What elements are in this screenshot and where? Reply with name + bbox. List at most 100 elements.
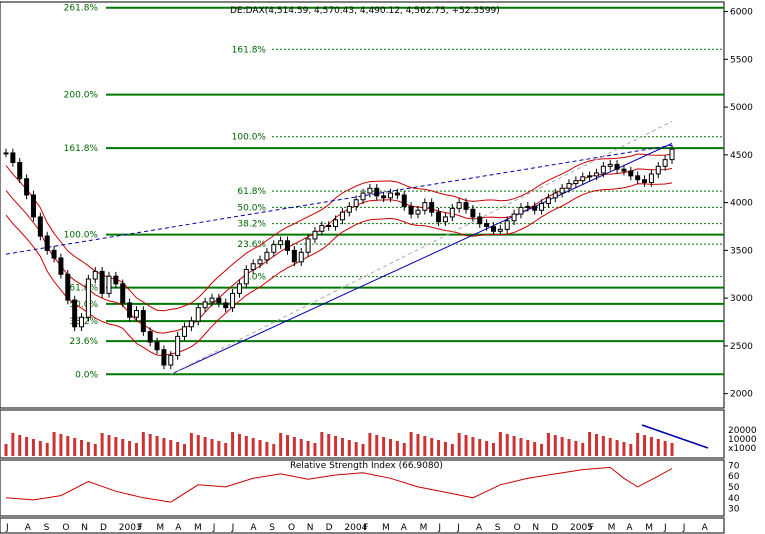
volume-bar bbox=[485, 441, 489, 456]
candle-body bbox=[99, 270, 105, 294]
date-tick-label: M bbox=[645, 523, 653, 533]
candle-body bbox=[532, 205, 538, 211]
date-axis-panel bbox=[0, 517, 725, 534]
fib2-level-label: 161.8% bbox=[232, 45, 267, 55]
candle-body bbox=[188, 320, 194, 328]
volume-bar bbox=[457, 433, 461, 456]
candle-body bbox=[147, 331, 153, 343]
candle-body bbox=[415, 209, 421, 215]
volume-bar bbox=[526, 440, 530, 456]
volume-bar bbox=[292, 437, 296, 456]
fib-level-label: 0.0% bbox=[75, 370, 98, 380]
date-tick-label: F bbox=[363, 523, 368, 533]
rsi-line bbox=[5, 466, 673, 503]
date-tick-label: S bbox=[495, 523, 501, 533]
volume-bar bbox=[478, 439, 482, 456]
date-tick-label: D bbox=[100, 523, 107, 533]
date-tick-label: A bbox=[250, 523, 257, 533]
candle-body bbox=[305, 238, 311, 253]
date-tick-label: 2005 bbox=[570, 523, 593, 533]
bollinger-lower bbox=[5, 182, 673, 356]
candle-body bbox=[614, 163, 620, 170]
volume-bar bbox=[86, 442, 90, 456]
volume-bar bbox=[491, 443, 495, 456]
candle-body bbox=[566, 183, 572, 189]
y-tick-label: 4500 bbox=[730, 151, 753, 161]
candle-body bbox=[72, 299, 78, 328]
volume-bar bbox=[361, 444, 365, 456]
volume-bar bbox=[107, 435, 111, 456]
candle-body bbox=[655, 165, 661, 175]
volume-bar bbox=[512, 436, 516, 456]
candle-body bbox=[545, 197, 551, 205]
candle-body bbox=[30, 194, 36, 218]
candle-body bbox=[607, 163, 613, 167]
fib-level-label: 161.8% bbox=[64, 144, 99, 154]
volume-bar bbox=[196, 435, 200, 456]
trend-line bbox=[170, 120, 673, 375]
y-tick-label: 2500 bbox=[730, 342, 753, 352]
candle-body bbox=[168, 354, 174, 366]
candle-body bbox=[648, 173, 654, 184]
volume-axis-label: 20000 bbox=[728, 426, 757, 436]
rsi-tick-label: 70 bbox=[728, 461, 740, 471]
candle-body bbox=[10, 152, 16, 163]
date-tick-label: A bbox=[476, 523, 483, 533]
volume-bar bbox=[450, 444, 454, 456]
candle-body bbox=[236, 283, 242, 294]
candle-body bbox=[85, 278, 91, 318]
date-tick-label: N bbox=[532, 523, 539, 533]
candle-body bbox=[360, 192, 366, 201]
volume-bar bbox=[498, 432, 502, 456]
volume-bar bbox=[416, 434, 420, 456]
date-tick-label: O bbox=[514, 523, 521, 533]
candle-body bbox=[511, 213, 517, 222]
candle-body bbox=[17, 161, 23, 180]
candle-body bbox=[387, 192, 393, 199]
volume-bar bbox=[622, 442, 626, 456]
y-tick-label: 3000 bbox=[730, 294, 753, 304]
volume-bar bbox=[388, 439, 392, 456]
volume-bar bbox=[52, 432, 56, 456]
candle-body bbox=[127, 302, 133, 318]
volume-bar bbox=[18, 435, 22, 456]
candle-body bbox=[470, 208, 476, 218]
volume-bar bbox=[59, 434, 63, 456]
volume-bar bbox=[546, 433, 550, 456]
candle-body bbox=[161, 349, 167, 366]
rsi-title: Relative Strength Index (66.9080) bbox=[290, 461, 443, 471]
candle-body bbox=[381, 195, 387, 199]
volume-bar bbox=[134, 443, 138, 456]
fib2-level-label: 50.0% bbox=[237, 203, 266, 213]
candle-body bbox=[401, 194, 407, 207]
volume-bar bbox=[409, 432, 413, 456]
volume-bar bbox=[574, 441, 578, 456]
volume-bar bbox=[148, 434, 152, 456]
volume-bar bbox=[327, 434, 331, 456]
volume-bar bbox=[114, 437, 118, 456]
candle-body bbox=[113, 275, 119, 285]
volume-bar bbox=[471, 437, 475, 456]
y-tick-label: 5500 bbox=[730, 55, 753, 65]
volume-bar bbox=[203, 437, 207, 456]
volume-bar bbox=[581, 443, 585, 456]
volume-bar bbox=[31, 439, 35, 456]
candle-body bbox=[394, 192, 400, 196]
candle-body bbox=[257, 259, 263, 265]
candle-body bbox=[133, 310, 139, 318]
rsi-tick-label: 50 bbox=[728, 483, 740, 493]
volume-bar bbox=[594, 434, 598, 456]
fib-level-label: 261.8% bbox=[64, 4, 99, 14]
volume-trend-line bbox=[641, 424, 709, 449]
candle-body bbox=[539, 203, 545, 211]
candle-body bbox=[374, 187, 380, 197]
volume-bar bbox=[265, 442, 269, 456]
trend-line bbox=[5, 144, 673, 255]
rsi-panel bbox=[0, 459, 725, 517]
volume-bar bbox=[189, 433, 193, 456]
candle-body bbox=[264, 251, 270, 261]
candle-body bbox=[278, 240, 284, 246]
candle-body bbox=[580, 176, 586, 182]
fib-level-label: 100.0% bbox=[64, 231, 99, 241]
